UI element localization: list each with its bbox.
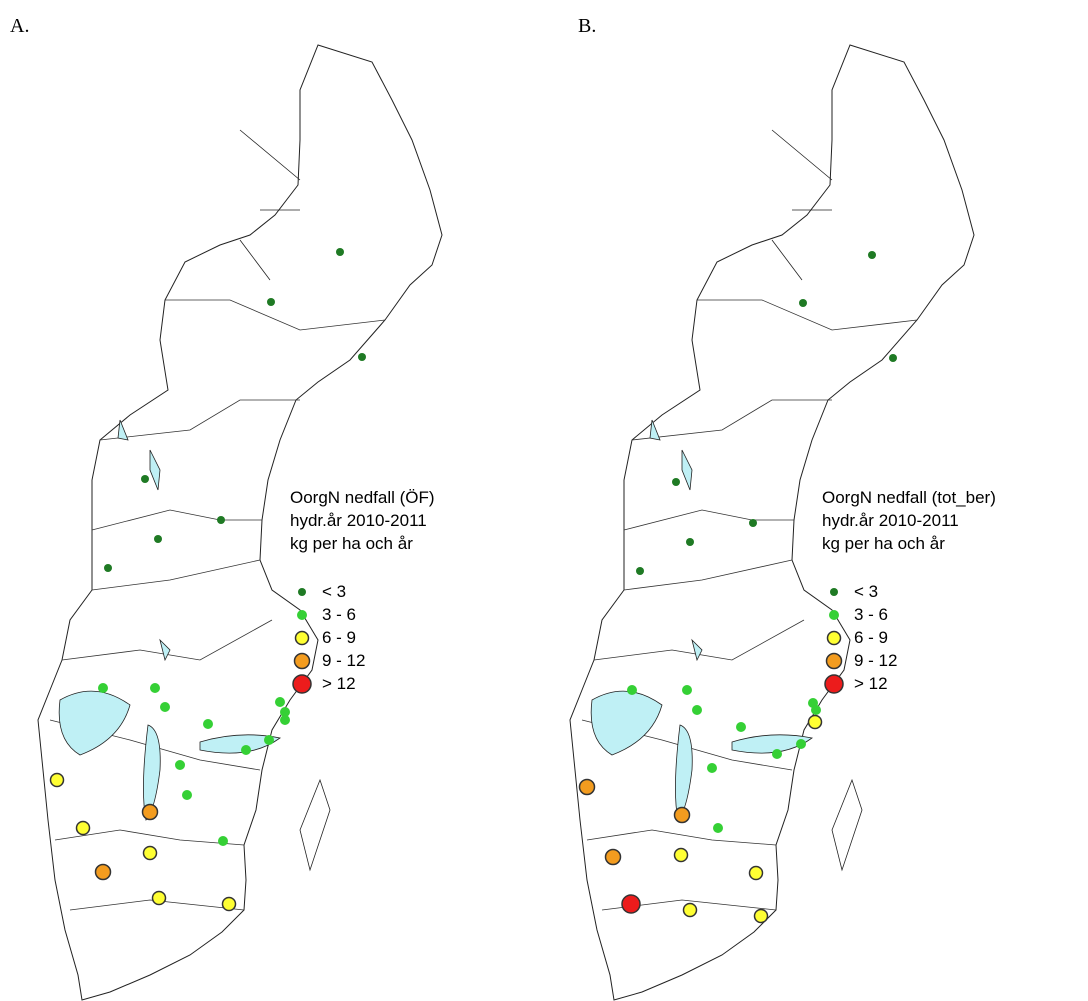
station <box>627 685 637 695</box>
legend-symbol <box>826 630 842 646</box>
station <box>796 739 806 749</box>
legend-title: kg per ha och år <box>290 534 413 553</box>
legend-title: hydr.år 2010-2011 <box>290 511 427 530</box>
station <box>799 299 807 307</box>
station <box>267 298 275 306</box>
station <box>604 848 622 866</box>
station <box>151 890 167 906</box>
station <box>807 714 823 730</box>
station <box>264 735 274 745</box>
station <box>203 719 213 729</box>
legend-label: < 3 <box>854 582 878 601</box>
station <box>98 683 108 693</box>
station <box>682 902 698 918</box>
station <box>748 865 764 881</box>
station <box>772 749 782 759</box>
legend-label: 3 - 6 <box>322 605 356 624</box>
legend-label: 9 - 12 <box>854 651 897 670</box>
station <box>868 251 876 259</box>
station <box>154 535 162 543</box>
station <box>280 715 290 725</box>
station <box>682 685 692 695</box>
legend-symbol <box>824 674 844 694</box>
station <box>336 248 344 256</box>
station <box>104 564 112 572</box>
legend-label: > 12 <box>854 674 888 693</box>
station <box>889 354 897 362</box>
station <box>673 806 691 824</box>
station <box>75 820 91 836</box>
legend-title: hydr.år 2010-2011 <box>822 511 959 530</box>
station <box>753 908 769 924</box>
legend-label: > 12 <box>322 674 356 693</box>
station <box>175 760 185 770</box>
station <box>182 790 192 800</box>
station <box>221 896 237 912</box>
station <box>141 475 149 483</box>
station <box>280 707 290 717</box>
station <box>707 763 717 773</box>
station <box>160 702 170 712</box>
station <box>686 538 694 546</box>
station <box>241 745 251 755</box>
station <box>150 683 160 693</box>
legend-label: 3 - 6 <box>854 605 888 624</box>
legend-label: 9 - 12 <box>322 651 365 670</box>
station <box>621 894 641 914</box>
station <box>749 519 757 527</box>
station <box>673 847 689 863</box>
station <box>142 845 158 861</box>
station <box>94 863 112 881</box>
station <box>218 836 228 846</box>
panel-label: A. <box>10 15 29 37</box>
legend-symbol <box>297 610 307 620</box>
station <box>49 772 65 788</box>
station <box>217 516 225 524</box>
station <box>141 803 159 821</box>
station <box>692 705 702 715</box>
station <box>358 353 366 361</box>
legend-title: OorgN nedfall (ÖF) <box>290 488 435 507</box>
legend-symbol <box>829 610 839 620</box>
station <box>672 478 680 486</box>
station <box>811 705 821 715</box>
legend-symbol <box>825 652 843 670</box>
station <box>275 697 285 707</box>
legend-label: 6 - 9 <box>322 628 356 647</box>
legend-title: OorgN nedfall (tot_ber) <box>822 488 996 507</box>
station <box>578 778 596 796</box>
legend-symbol <box>293 652 311 670</box>
panel-label: B. <box>578 15 596 37</box>
legend-symbol <box>292 674 312 694</box>
legend-symbol <box>298 588 306 596</box>
legend-title: kg per ha och år <box>822 534 945 553</box>
legend-symbol <box>294 630 310 646</box>
station <box>736 722 746 732</box>
station <box>636 567 644 575</box>
station <box>713 823 723 833</box>
legend-label: < 3 <box>322 582 346 601</box>
legend-symbol <box>830 588 838 596</box>
legend-label: 6 - 9 <box>854 628 888 647</box>
